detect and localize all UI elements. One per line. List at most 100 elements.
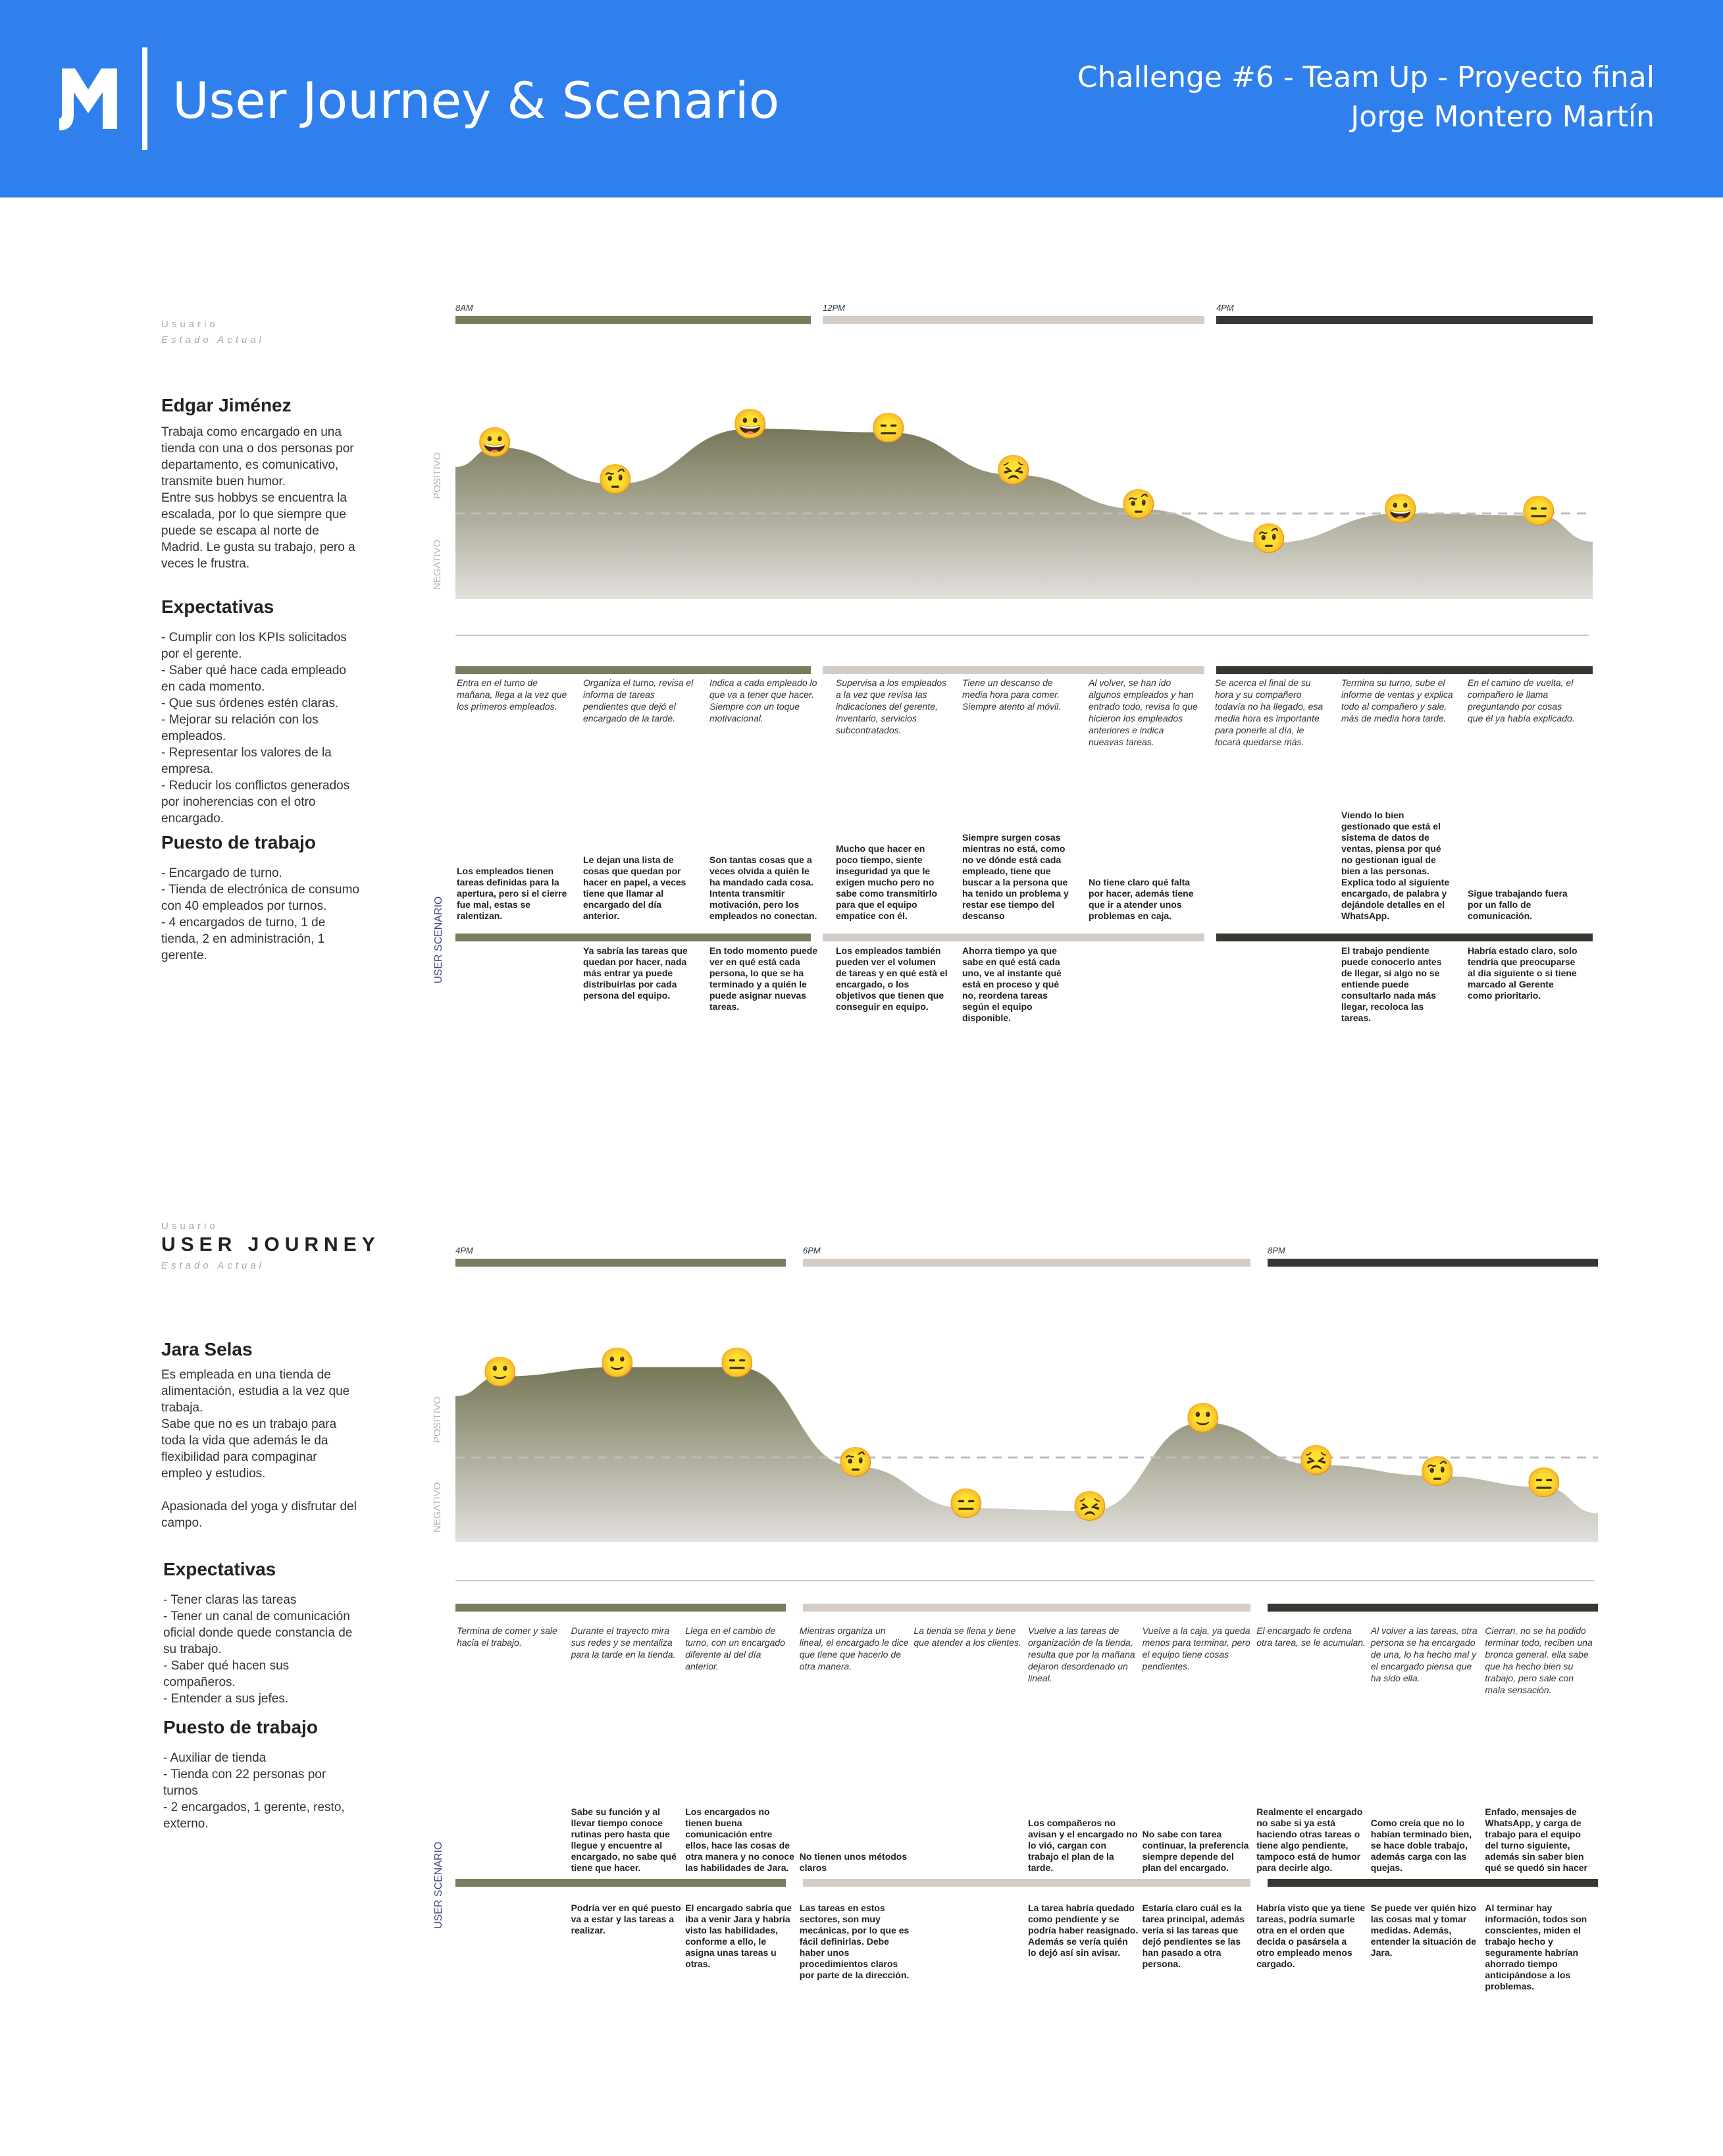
positivo-label: POSITIVO <box>432 1396 443 1443</box>
scenario-solution-text: Habría estado claro, solo tendría que pr… <box>1468 945 1578 1001</box>
step-description: En el camino de vuelta, el compañero le … <box>1468 677 1575 723</box>
scenario-solution-text: Se puede ver quién hizo las cosas mal y … <box>1370 1903 1477 1958</box>
step-description: Vuelve a la caja, ya queda menos para te… <box>1142 1625 1250 1671</box>
emotion-emoji-icon: 😀 <box>732 408 769 441</box>
step-phase-bar <box>455 1604 786 1612</box>
persona-name: Jara Selas <box>161 1339 253 1359</box>
journey-jara: Usuario USER JOURNEY Estado Actual Jara Sel… <box>0 1218 1723 2061</box>
scenario-solution-text: Podría ver en qué puesto va a estar y la… <box>571 1903 681 1935</box>
expectativas-text: - Cumplir con los KPIs solicitados por e… <box>161 631 350 826</box>
scenario-problem-text: Siempre surgen cosas mientras no está, c… <box>962 832 1069 921</box>
expectativas-text: - Tener claras las tareas - Tener un can… <box>163 1593 353 1706</box>
scenario-phase-bar <box>803 1879 1250 1887</box>
persona-name: Edgar Jiménez <box>161 395 292 415</box>
emotion-emoji-icon: 🤨 <box>597 463 634 496</box>
step-phase-bar <box>803 1604 1250 1612</box>
scenario-problem-box: Los empleados tienen tareas definidas pa… <box>457 753 569 922</box>
step-description: Cierran, no se ha podido terminar todo, … <box>1485 1625 1593 1695</box>
scenario-problem-text: No tienen unos métodos claros <box>799 1851 908 1873</box>
estado-actual-label: Estado Actual <box>161 1260 265 1271</box>
step-description: Indica a cada empleado lo que va a tener… <box>709 677 817 723</box>
emotion-emoji-icon: 🤨 <box>1250 522 1287 555</box>
emotion-emoji-icon: 🙂 <box>1185 1402 1222 1434</box>
scenario-problem-box: No sabe con tarea continuar, la preferen… <box>1143 1705 1253 1874</box>
emotion-emoji-icon: 😣 <box>1298 1444 1335 1477</box>
puesto-text: - Encargado de turno. - Tienda de electr… <box>161 866 360 962</box>
emotion-emoji-icon: 🤨 <box>1120 488 1157 521</box>
expectativas-title: Expectativas <box>161 596 274 617</box>
scenario-phase-bar <box>455 1879 786 1887</box>
phase-bar <box>1216 316 1593 324</box>
phase-time-label: 12PM <box>823 303 845 313</box>
scenario-phase-bar <box>823 933 1204 941</box>
scenario-solution-text: El trabajo pendiente puede conocerlo ant… <box>1341 945 1442 1023</box>
scenario-problem-text: Realmente el encargado no sabe si ya est… <box>1256 1806 1363 1873</box>
scenario-problem-box: Siempre surgen cosas mientras no está, c… <box>962 753 1074 922</box>
emotion-emoji-icon: 😑 <box>1526 1466 1562 1499</box>
scenario-problem-box <box>457 1705 567 1874</box>
scenario-problem-text: No tiene claro qué falta por hacer, adem… <box>1089 877 1194 921</box>
step-phase-bar <box>455 666 811 674</box>
scenario-problem-text: Enfado, mensajes de WhatsApp, y carga de… <box>1485 1806 1587 1873</box>
step-description: Se acerca el final de su hora y su compa… <box>1215 677 1324 747</box>
step-description: Vuelve a las tareas de organización de l… <box>1028 1625 1135 1683</box>
user-scenario-label: USER SCENARIO <box>433 896 444 984</box>
phase-bar <box>823 316 1204 324</box>
scenario-problem-text: Sigue trabajando fuera por un fallo de c… <box>1468 888 1568 921</box>
scenario-solution-text: La tarea habría quedado como pendiente y… <box>1028 1903 1139 1958</box>
scenario-solution-text: Ahorra tiempo ya que sabe en qué está ca… <box>962 945 1062 1023</box>
step-description: Organiza el turno, revisa el informa de … <box>583 677 694 723</box>
journey-edgar: Usuario Estado Actual Edgar Jiménez Trabaja… <box>0 290 1723 1080</box>
step-description: Termina su turno, sube el informe de ven… <box>1341 677 1453 723</box>
scenario-problem-box: Viendo lo bien gestionado que está el si… <box>1341 753 1453 922</box>
scenario-problem-box: Los compañeros no avisan y el encargado … <box>1028 1705 1139 1874</box>
emotion-curve-chart <box>455 429 1593 599</box>
user-scenario-label: USER SCENARIO <box>433 1841 444 1929</box>
scenario-problem-box: Enfado, mensajes de WhatsApp, y carga de… <box>1485 1705 1595 1874</box>
scenario-problem-text: Los encargados no tienen buena comunicac… <box>685 1806 794 1873</box>
step-description: Termina de comer y sale hacia el trabajo… <box>457 1625 557 1648</box>
persona-bio: Es empleada en una tienda de alimentació… <box>161 1368 357 1530</box>
scenario-solution-text: En todo momento puede ver en qué está ca… <box>709 945 818 1012</box>
step-description: Entra en el turno de mañana, llega a la … <box>457 677 567 712</box>
emotion-emoji-icon: 😑 <box>719 1346 756 1379</box>
scenario-solution-text: Habría visto que ya tiene tareas, podría… <box>1256 1903 1366 1969</box>
scenario-problem-text: Los compañeros no avisan y el encargado … <box>1028 1818 1138 1873</box>
positivo-label: POSITIVO <box>432 452 443 499</box>
emotion-emoji-icon: 😑 <box>1520 494 1557 527</box>
emotion-emoji-icon: 😣 <box>1071 1490 1108 1523</box>
step-description: Al volver, se han ido algunos empleados … <box>1089 677 1198 747</box>
puesto-title: Puesto de trabajo <box>163 1717 318 1737</box>
scenario-problem-box: Realmente el encargado no sabe si ya est… <box>1256 1705 1367 1874</box>
section-separator <box>455 1580 1594 1581</box>
scenario-problem-box: Mucho que hacer en poco tiempo, siente i… <box>836 753 948 922</box>
phase-bar <box>455 1259 786 1267</box>
scenario-problem-text: No sabe con tarea continuar, la preferen… <box>1142 1829 1249 1873</box>
expectativas-title: Expectativas <box>163 1559 276 1579</box>
emotion-emoji-icon: 🤨 <box>837 1446 874 1479</box>
scenario-solution-text: Las tareas en estos sectores, son muy me… <box>799 1903 910 1980</box>
phase-time-label: 8AM <box>455 303 473 313</box>
header-subtitle: Challenge #6 - Team Up - Proyecto final … <box>1077 58 1655 137</box>
phase-time-label: 4PM <box>455 1246 473 1255</box>
puesto-title: Puesto de trabajo <box>161 832 316 853</box>
scenario-problem-text: Son tantas cosas que a veces olvida a qu… <box>709 855 817 921</box>
emotion-emoji-icon: 😑 <box>948 1488 985 1520</box>
page-title: User Journey & Scenario <box>172 71 780 130</box>
header-divider <box>142 47 147 150</box>
user-journey-label: USER JOURNEY <box>161 1234 380 1255</box>
scenario-problem-text: Le dejan una lista de cosas que quedan p… <box>583 855 686 921</box>
persona-bio: Trabaja como encargado en una tienda con… <box>161 425 355 571</box>
step-description: La tienda se llena y tiene que atender a… <box>913 1625 1021 1648</box>
scenario-problem-text: Los empleados tienen tareas definidas pa… <box>457 866 567 921</box>
step-description: Tiene un descanso de media hora para com… <box>962 677 1062 712</box>
step-description: El encargado le ordena otra tarea, se le… <box>1256 1625 1366 1648</box>
scenario-solution-text: Los empleados también pueden ver el volu… <box>836 945 948 1012</box>
scenario-solution-text: Ya sabría las tareas que quedan por hace… <box>583 945 688 1001</box>
scenario-phase-bar <box>1268 1879 1598 1887</box>
scenario-problem-text: Sabe su función y al llevar tiempo conoc… <box>571 1806 677 1873</box>
scenario-problem-text: Mucho que hacer en poco tiempo, siente i… <box>836 843 938 921</box>
emotion-emoji-icon: 😀 <box>476 427 513 460</box>
phase-bar <box>1268 1259 1598 1267</box>
author-name: Jorge Montero Martín <box>1350 100 1655 134</box>
